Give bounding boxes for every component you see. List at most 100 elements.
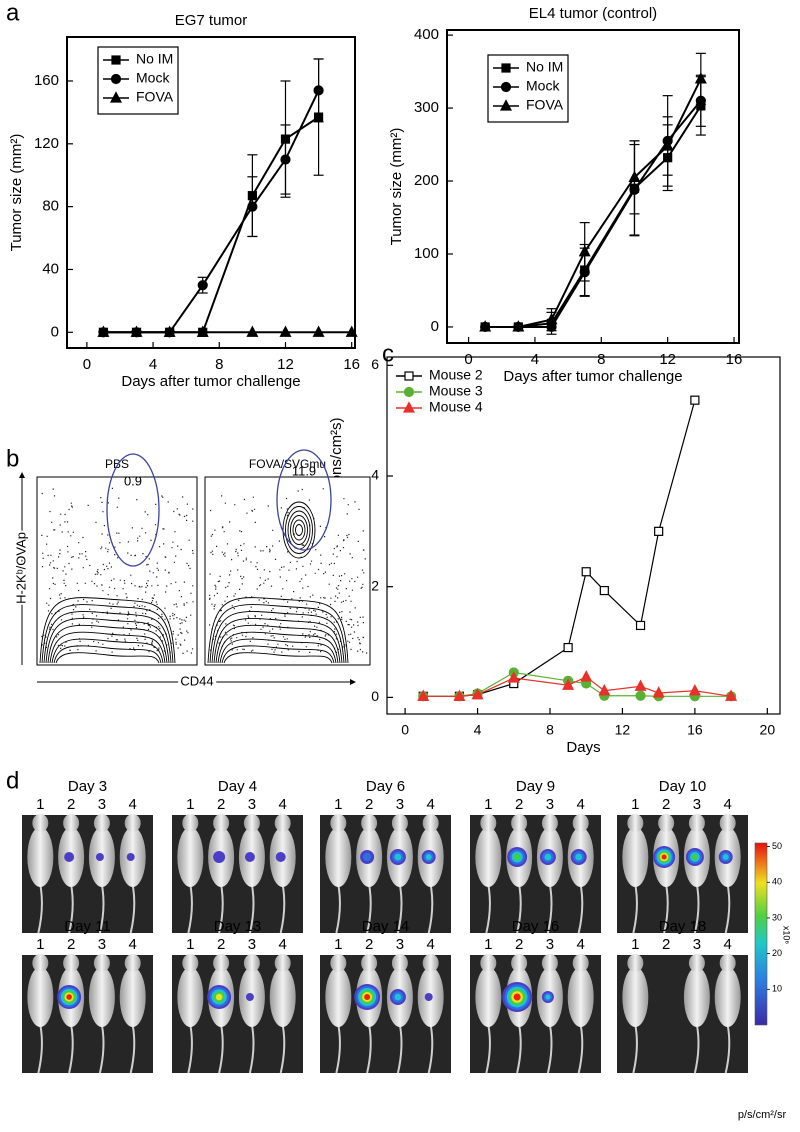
data-point	[654, 526, 664, 536]
flow-contour	[207, 597, 349, 664]
mouse-tail	[187, 884, 193, 934]
data-point	[246, 325, 259, 337]
mouse-tail	[632, 1024, 638, 1074]
data-point	[163, 325, 176, 337]
mouse-head	[243, 814, 260, 832]
y-tick-label: 120	[34, 135, 59, 152]
flow-contour	[285, 506, 313, 554]
flow-contour	[211, 611, 345, 664]
x-tick-label: 16	[726, 351, 743, 368]
day-label: Day 16	[512, 918, 560, 935]
x-tick-label: 20	[760, 722, 776, 738]
legend-marker	[500, 99, 512, 111]
mouse-label: 2	[515, 796, 523, 813]
data-point	[563, 642, 573, 653]
legend-marker	[404, 371, 414, 381]
x-tick-label: 0	[401, 722, 409, 738]
x-tick-label: 12	[615, 722, 631, 738]
data-point	[688, 683, 701, 696]
legend-marker	[403, 386, 415, 398]
flow-contour	[295, 524, 303, 536]
legend-marker	[501, 63, 511, 73]
series-line	[103, 89, 320, 334]
flow-contour	[215, 624, 341, 664]
mouse-head	[541, 954, 558, 972]
y-tick-label: 100	[414, 245, 439, 262]
signal-blob	[425, 854, 432, 860]
mouse-tail	[279, 1024, 286, 1074]
mouse-tail	[516, 1024, 522, 1074]
mouse-label: 3	[98, 936, 106, 953]
signal-blob	[544, 853, 552, 861]
legend-marker	[110, 73, 122, 85]
data-point	[471, 687, 484, 700]
data-point	[196, 325, 209, 337]
data-point	[512, 320, 525, 332]
arrow-head	[19, 472, 25, 478]
x-axis-label: Days after tumor challenge	[121, 373, 300, 390]
mouse-tail	[485, 1024, 491, 1074]
mouse-label: 4	[427, 796, 435, 813]
y-tick-label: 2	[371, 577, 379, 593]
colorbar-tick-label: 20	[772, 948, 782, 958]
plot-frame	[446, 29, 740, 344]
mouse-head	[32, 954, 49, 972]
data-point	[634, 679, 647, 691]
mouse-tail	[68, 1024, 74, 1074]
panel-label: a	[6, 0, 20, 26]
mouse-head	[511, 954, 528, 972]
mouse-tail	[516, 884, 522, 934]
y-tick-label: 0	[431, 318, 439, 335]
mouse-tail	[427, 884, 434, 934]
mouse-head	[182, 954, 199, 972]
data-point	[453, 689, 466, 701]
data-point	[635, 690, 646, 701]
x-tick-label: 4	[531, 351, 539, 368]
mouse-head	[124, 814, 141, 832]
mouse-label: 1	[186, 936, 194, 953]
data-point	[694, 72, 707, 84]
legend-label: No IM	[526, 59, 563, 75]
y-axis-label: Tumor size (mm²)	[8, 134, 25, 252]
mouse-head	[63, 814, 80, 832]
mouse-label: 3	[693, 796, 701, 813]
chart-title: EL4 tumor (control)	[529, 5, 657, 22]
mouse-head	[541, 814, 558, 832]
mouse-tail	[279, 884, 286, 934]
signal-blob	[545, 994, 551, 1000]
y-tick-label: 300	[414, 99, 439, 116]
flow-contour	[217, 631, 339, 664]
signal-blob	[394, 853, 402, 861]
mouse-head	[361, 814, 378, 832]
gate-percent: 0.9	[124, 473, 142, 488]
mouse-label: 3	[248, 796, 256, 813]
mouse-head	[93, 814, 110, 832]
mouse-label: 4	[129, 936, 137, 953]
mouse-head	[213, 814, 230, 832]
mouse-head	[658, 814, 675, 832]
mouse-tail	[248, 884, 255, 934]
mouse-tail	[129, 1024, 136, 1074]
colorbar	[754, 842, 768, 1026]
series-line	[103, 116, 320, 334]
day-label: Day 10	[659, 778, 707, 795]
data-point	[312, 325, 325, 337]
x-tick-label: 16	[687, 722, 703, 738]
signal-blob	[64, 852, 75, 862]
signal-blob	[513, 993, 521, 1001]
mouse-head	[719, 954, 736, 972]
flow-contour	[51, 638, 164, 664]
colorbar-tick-label: 50	[772, 841, 782, 851]
mouse-head	[480, 954, 497, 972]
data-point	[197, 280, 208, 291]
day-label: Day 4	[218, 778, 257, 795]
mouse-label: 3	[546, 936, 554, 953]
y-tick-label: 0	[371, 688, 379, 704]
data-point	[661, 139, 674, 151]
mouse-tail	[218, 1024, 224, 1074]
mouse-tail	[396, 884, 403, 934]
data-point	[97, 325, 110, 337]
legend-label: Mouse 2	[429, 367, 483, 383]
arrow-head	[350, 679, 356, 685]
panel-label: d	[6, 767, 19, 794]
